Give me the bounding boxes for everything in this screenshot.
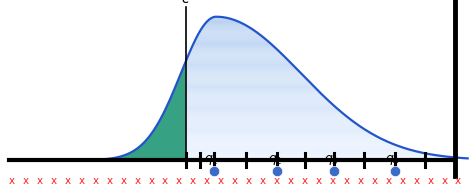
Text: x: x [371,176,377,186]
Text: x: x [78,176,85,186]
Text: x: x [51,176,57,186]
Text: x: x [120,176,126,186]
Text: $q_3$: $q_3$ [324,153,339,167]
Text: x: x [93,176,99,186]
Text: x: x [385,176,392,186]
Text: x: x [274,176,280,186]
Text: x: x [8,176,15,186]
Text: x: x [64,176,70,186]
Text: x: x [288,176,294,186]
Text: x: x [37,176,43,186]
Polygon shape [9,62,186,160]
Text: x: x [204,176,210,186]
Text: x: x [329,176,336,186]
Text: x: x [190,176,196,186]
Text: x: x [176,176,182,186]
Text: $c$: $c$ [181,0,190,6]
Text: x: x [106,176,112,186]
Text: x: x [260,176,266,186]
Text: x: x [23,176,29,186]
Text: x: x [218,176,224,186]
Text: $0$: $0$ [450,0,460,1]
Text: x: x [162,176,168,186]
Text: x: x [148,176,154,186]
Text: x: x [413,176,419,186]
Text: x: x [316,176,322,186]
Text: $q_2$: $q_2$ [268,153,282,167]
Text: x: x [302,176,308,186]
Text: x: x [400,176,406,186]
Text: x: x [358,176,364,186]
Text: x: x [455,176,462,186]
Text: x: x [232,176,238,186]
Text: x: x [441,176,447,186]
Text: x: x [427,176,433,186]
Text: $q_4$: $q_4$ [385,153,400,167]
Text: x: x [344,176,350,186]
Text: x: x [134,176,141,186]
Text: x: x [246,176,252,186]
Text: $q_1$: $q_1$ [204,153,219,167]
